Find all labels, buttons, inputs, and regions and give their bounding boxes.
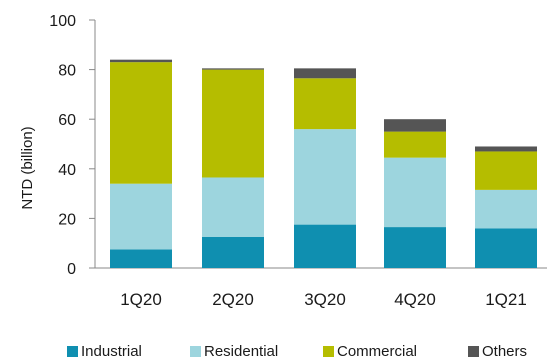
bar-industrial-4q20 [384, 227, 446, 268]
x-tick-label: 4Q20 [394, 290, 436, 309]
bar-industrial-3q20 [294, 224, 356, 268]
bar-others-3q20 [294, 68, 356, 79]
bar-others-2q20 [202, 68, 264, 70]
bar-residential-1q20 [110, 183, 172, 250]
bar-residential-3q20 [294, 129, 356, 225]
legend-swatch-others [468, 346, 479, 357]
legend-label-industrial: Industrial [81, 343, 142, 360]
x-tick-label: 1Q21 [485, 290, 527, 309]
legend-swatch-commercial [323, 346, 334, 357]
y-tick-label: 60 [58, 112, 76, 129]
y-axis-title: NTD (billion) [19, 126, 36, 209]
bar-commercial-1q21 [475, 151, 537, 190]
bar-commercial-2q20 [202, 69, 264, 178]
legend: Industrial Residential Commercial Others [67, 343, 527, 360]
y-axis-ticks: 0 20 40 60 80 100 [49, 13, 95, 278]
bar-commercial-1q20 [110, 62, 172, 184]
legend-label-residential: Residential [204, 343, 278, 360]
bar-residential-2q20 [202, 177, 264, 237]
y-tick-label: 20 [58, 211, 76, 228]
bar-others-1q21 [475, 146, 537, 152]
x-axis-ticks: 1Q20 2Q20 3Q20 4Q20 1Q21 [120, 290, 527, 309]
bar-industrial-2q20 [202, 237, 264, 268]
y-tick-label: 40 [58, 162, 76, 179]
y-tick-label: 0 [67, 261, 76, 278]
x-tick-label: 3Q20 [304, 290, 346, 309]
bar-commercial-3q20 [294, 78, 356, 130]
bar-industrial-1q20 [110, 249, 172, 268]
bars [110, 59, 537, 268]
legend-label-others: Others [482, 343, 527, 360]
legend-label-commercial: Commercial [337, 343, 417, 360]
legend-swatch-residential [190, 346, 201, 357]
bar-industrial-1q21 [475, 228, 537, 268]
bar-others-1q20 [110, 59, 172, 63]
x-tick-label: 2Q20 [212, 290, 254, 309]
y-tick-label: 100 [49, 13, 76, 30]
bar-others-4q20 [384, 119, 446, 132]
bar-residential-4q20 [384, 157, 446, 228]
y-tick-label: 80 [58, 63, 76, 80]
bar-commercial-4q20 [384, 131, 446, 158]
x-tick-label: 1Q20 [120, 290, 162, 309]
bar-residential-1q21 [475, 189, 537, 229]
legend-swatch-industrial [67, 346, 78, 357]
